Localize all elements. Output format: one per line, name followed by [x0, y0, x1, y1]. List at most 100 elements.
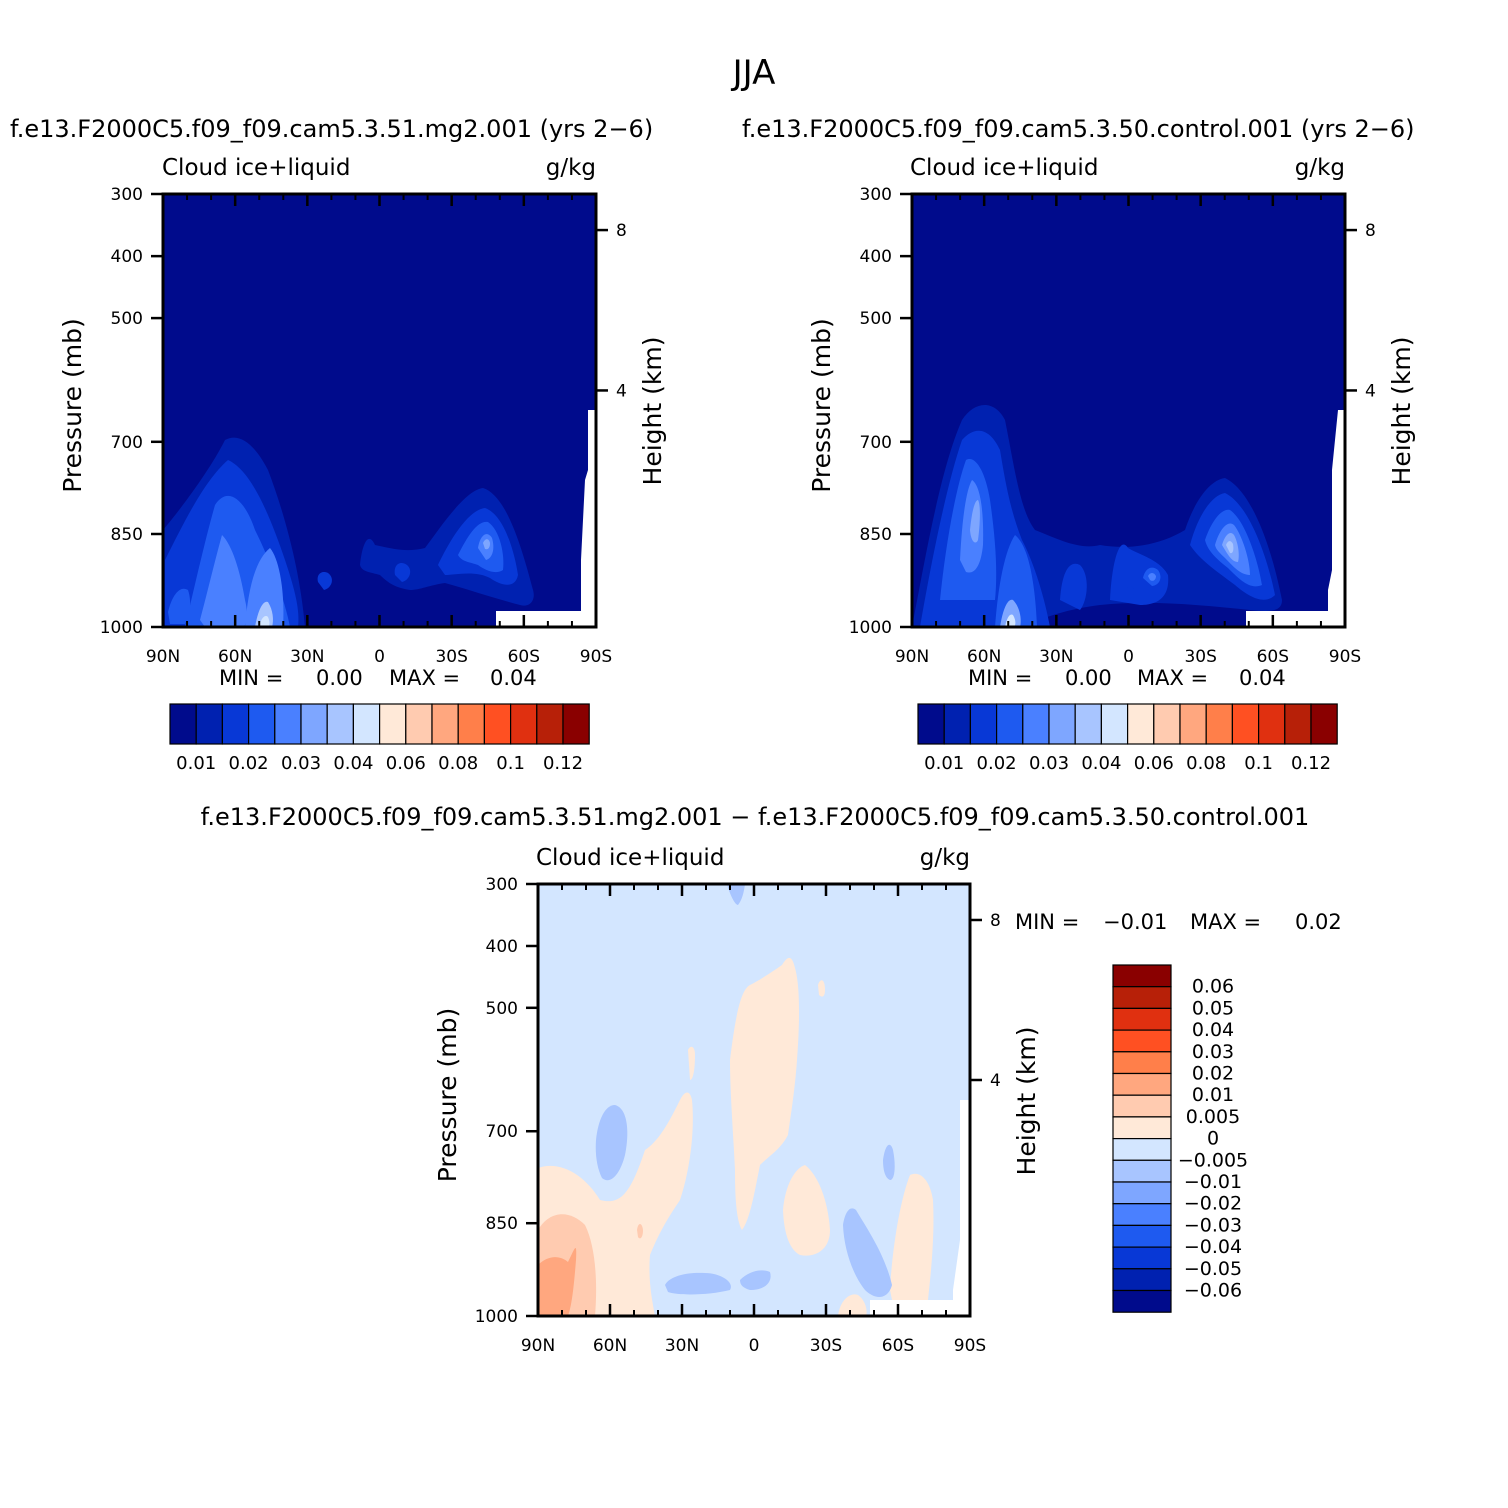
- panel2-y2tick-label: 8: [1365, 221, 1376, 241]
- panel2-case-title: f.e13.F2000C5.f09_f09.cam5.3.50.control.…: [742, 115, 1415, 143]
- panel2-colorbar-box: [1074, 703, 1102, 745]
- panel3-y2tick-label: 4: [990, 1071, 1001, 1091]
- panel1-colorbar-label: 0.01: [176, 753, 216, 774]
- panel2-min-value: 0.00: [1065, 666, 1112, 690]
- panel2-ytick-label: 400: [860, 247, 892, 267]
- panel3-colorbar-box: [1112, 1246, 1172, 1270]
- panel1-xtick-label: 60N: [218, 647, 252, 667]
- panel2-colorbar-box: [995, 703, 1024, 745]
- panel3-colorbar: 0.060.050.040.030.020.010.0050−0.005−0.0…: [1112, 964, 1248, 1313]
- panel3-colorbar-box: [1112, 1137, 1172, 1161]
- panel1: Cloud ice+liquid g/kg 90N 60N 30N 0 30S 60S 90…: [58, 155, 667, 774]
- panel1-ytick-label: 300: [111, 185, 143, 205]
- panel1-ytick-label: 700: [111, 433, 143, 453]
- panel1-colorbar-label: 0.12: [543, 753, 583, 774]
- panel1-xtick-label: 30N: [290, 647, 324, 667]
- panel2-ylabel: Pressure (mb): [807, 318, 836, 492]
- panel2-colorbar-label: 0.06: [1134, 753, 1174, 774]
- panel3-colorbar-label: 0.03: [1192, 1041, 1234, 1063]
- panel2-colorbar-box: [1048, 703, 1076, 745]
- panel3-xtick-label: 30N: [665, 1336, 699, 1356]
- panel3-colorbar-box: [1112, 1289, 1172, 1313]
- diff-title: f.e13.F2000C5.f09_f09.cam5.3.51.mg2.001 …: [201, 803, 1310, 831]
- panel3-colorbar-box: [1112, 1203, 1172, 1226]
- panel1-max-value: 0.04: [490, 666, 537, 690]
- panel1-colorbar-box: [431, 703, 459, 745]
- panel3-colorbar-box: [1112, 964, 1172, 988]
- panel3-axes: 90N 60N 30N 0 30S 60S 90S 300 400 500 700 850 1000 8 4…: [433, 875, 1041, 1356]
- panel2-colorbar-box: [1310, 703, 1338, 745]
- panel1-xtick-label: 90N: [146, 647, 180, 667]
- panel3-colorbar-box: [1112, 1159, 1172, 1183]
- panel1-colorbar-box: [221, 703, 250, 745]
- panel1-ytick-label: 500: [111, 309, 143, 329]
- panel1-units-label: g/kg: [546, 155, 596, 181]
- panel3-colorbar-box: [1112, 1072, 1172, 1096]
- panel3-xtick-label: 90S: [954, 1336, 986, 1356]
- panel1-colorbar-box: [274, 703, 302, 745]
- panel2-xtick-label: 0: [1123, 647, 1134, 667]
- panel3-colorbar-label: 0.02: [1192, 1063, 1234, 1085]
- panel3-ytick-label: 500: [486, 999, 518, 1019]
- panel1-colorbar-box: [405, 703, 433, 745]
- panel2-colorbar-box: [1257, 703, 1286, 745]
- panel2-colorbar-label: 0.04: [1081, 753, 1121, 774]
- panel1-min-value: 0.00: [316, 666, 363, 690]
- panel3-ytick-label: 1000: [475, 1307, 518, 1327]
- panel3-max-label: MAX =: [1190, 910, 1261, 934]
- panel3-xtick-label: 30S: [810, 1336, 842, 1356]
- panel3-colorbar-box: [1112, 1051, 1172, 1075]
- panel1-colorbar-box: [379, 703, 407, 745]
- panel1-max-label: MAX =: [389, 666, 460, 690]
- panel2-ytick-label: 1000: [849, 618, 892, 638]
- panel2-ytick-label: 300: [860, 185, 892, 205]
- panel2-xtick-label: 60S: [1257, 647, 1289, 667]
- panel2: Cloud ice+liquid g/kg 90N 60N 30N 0 30S 60S 90…: [807, 155, 1416, 774]
- panel3-colorbar-label: 0.05: [1192, 997, 1234, 1019]
- panel2-colorbar-box: [1100, 703, 1129, 745]
- panel3-colorbar-box: [1112, 1268, 1172, 1292]
- panel2-min-label: MIN =: [968, 666, 1032, 690]
- panel2-colorbar-box: [1022, 703, 1050, 745]
- panel3: Cloud ice+liquid g/kg 90N 60N 30N 0 30S 60S 90…: [433, 845, 1342, 1356]
- panel1-colorbar: 0.01 0.02 0.03 0.04 0.06 0.08 0.1 0.12: [169, 703, 590, 774]
- panel3-colorbar-label: 0.005: [1186, 1106, 1240, 1128]
- panel3-ylabel-right: Height (km): [1012, 1027, 1041, 1176]
- panel2-colorbar-label: 0.12: [1291, 753, 1331, 774]
- panel3-colorbar-box: [1112, 1094, 1172, 1118]
- panel3-colorbar-label: 0.04: [1192, 1019, 1234, 1041]
- panel2-colorbar-label: 0.01: [924, 753, 964, 774]
- panel2-ylabel-right: Height (km): [1387, 337, 1416, 486]
- panel1-colorbar-label: 0.08: [438, 753, 478, 774]
- panel1-ytick-label: 850: [111, 525, 143, 545]
- panel2-colorbar-box: [917, 703, 945, 745]
- panel3-ytick-label: 300: [486, 875, 518, 895]
- panel1-colorbar-box: [248, 703, 276, 745]
- panel2-colorbar-box: [943, 703, 972, 745]
- panel1-ytick-label: 400: [111, 247, 143, 267]
- panel1-colorbar-box: [195, 703, 223, 745]
- panel2-colorbar-box: [1284, 703, 1312, 745]
- panel3-min-label: MIN =: [1015, 910, 1079, 934]
- panel1-contours: [163, 410, 596, 627]
- panel3-colorbar-box: [1112, 1224, 1172, 1248]
- panel2-colorbar-box: [1231, 703, 1260, 745]
- panel1-min-label: MIN =: [219, 666, 283, 690]
- panel1-colorbar-box: [352, 703, 381, 745]
- panel2-max-value: 0.04: [1239, 666, 1286, 690]
- panel1-case-title: f.e13.F2000C5.f09_f09.cam5.3.51.mg2.001 …: [10, 115, 653, 143]
- panel1-colorbar-box: [562, 703, 590, 745]
- panel2-xtick-label: 90N: [895, 647, 929, 667]
- panel3-colorbar-box: [1112, 1029, 1172, 1053]
- panel2-colorbar-label: 0.1: [1244, 753, 1273, 774]
- panel2-y2tick-label: 4: [1365, 381, 1376, 401]
- panel2-colorbar-box: [969, 703, 998, 745]
- panel1-colorbar-box: [483, 703, 512, 745]
- panel1-ytick-label: 1000: [100, 618, 143, 638]
- panel1-y2tick-label: 8: [616, 221, 627, 241]
- panel2-colorbar-label: 0.03: [1029, 753, 1069, 774]
- panel1-variable-label: Cloud ice+liquid: [162, 155, 350, 181]
- panel3-colorbar-label: −0.03: [1184, 1214, 1242, 1236]
- panel1-y2tick-label: 4: [616, 381, 627, 401]
